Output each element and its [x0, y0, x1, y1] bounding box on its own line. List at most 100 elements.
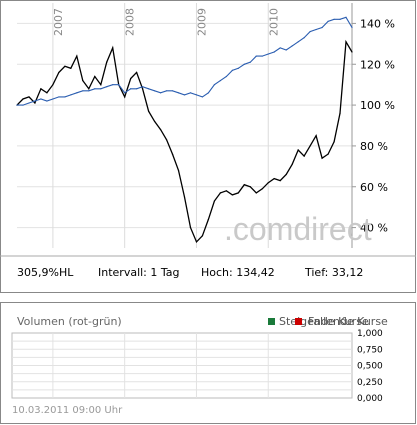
benchmark-line-point	[159, 92, 162, 94]
stock-line-point	[195, 241, 198, 243]
benchmark-line-point	[82, 90, 84, 92]
stock-line-point	[315, 135, 317, 137]
stock-line-point	[291, 163, 293, 165]
benchmark-line-point	[297, 41, 299, 43]
benchmark-line-point	[70, 94, 72, 96]
info-high: Hoch: 134,42	[201, 266, 275, 279]
stock-line-point	[351, 51, 353, 53]
volume-grid	[11, 332, 353, 399]
stock-line-point	[82, 79, 84, 82]
benchmark-line-point	[189, 92, 192, 94]
benchmark-line-point	[112, 84, 114, 86]
stock-line-point	[148, 110, 150, 112]
benchmark-line-point	[225, 75, 227, 78]
stock-line-point	[249, 186, 251, 188]
benchmark-line-point	[201, 96, 204, 98]
benchmark-line-point	[94, 88, 96, 90]
year-label: 2009	[195, 8, 208, 36]
y-tick-label: 80 %	[360, 140, 388, 153]
stock-line-point	[219, 192, 221, 194]
benchmark-line-point	[261, 55, 263, 57]
benchmark-line-point	[309, 30, 311, 33]
benchmark-line-point	[315, 28, 317, 31]
benchmark-line-point	[177, 92, 180, 94]
y-tick-label: 60 %	[360, 181, 388, 194]
benchmark-line-point	[88, 90, 90, 92]
benchmark-line-point	[243, 63, 245, 65]
stock-line-point	[46, 92, 48, 94]
benchmark-line-point	[255, 55, 257, 57]
benchmark-line-point	[237, 67, 239, 69]
stock-line-point	[267, 182, 269, 184]
stock-line-point	[159, 128, 162, 131]
benchmark-line-point	[118, 84, 120, 86]
benchmark-line-point	[165, 90, 168, 92]
stock-line-point	[189, 226, 192, 229]
benchmark-line-point	[124, 92, 126, 94]
stock-line-point	[28, 96, 30, 98]
stock-line-point	[153, 120, 156, 123]
stock-line-point	[285, 173, 287, 176]
stock-line-point	[183, 196, 186, 198]
volume-y-tick-label: 0,750	[357, 345, 383, 355]
stock-line-point	[225, 190, 227, 192]
stock-line-point	[255, 192, 257, 194]
benchmark-line-point	[213, 84, 216, 86]
y-tick-label: 120 %	[360, 58, 395, 71]
stock-line-point	[339, 112, 341, 114]
benchmark-line-point	[267, 53, 269, 55]
stock-line-point	[64, 65, 66, 67]
benchmark-line-point	[16, 104, 18, 106]
benchmark-line-point	[46, 100, 48, 102]
volume-y-axis: 1,000 0,750 0,500 0,250 0,000	[357, 329, 383, 404]
stock-line-point	[231, 194, 233, 196]
benchmark-line-point	[28, 102, 30, 104]
benchmark-line-point	[249, 61, 251, 63]
stock-line-point	[52, 84, 54, 86]
benchmark-line-point	[339, 18, 341, 20]
price-y-axis: 140 % 120 % 100 % 80 % 60 % 40 %	[352, 17, 395, 235]
volume-title: Volumen (rot-grün)	[17, 315, 122, 328]
volume-panel-frame	[0, 302, 416, 424]
stock-line-point	[333, 141, 335, 143]
stock-line-point	[321, 157, 323, 159]
watermark: .comdirect	[224, 211, 372, 247]
stock-line-point	[303, 155, 305, 157]
stock-line-point	[112, 47, 114, 49]
benchmark-line-point	[58, 96, 60, 98]
stock-line-point	[207, 218, 210, 221]
stock-line-point	[34, 102, 36, 104]
legend-falling-swatch	[295, 318, 302, 325]
stock-line-point	[130, 77, 132, 80]
stock-line-point	[273, 177, 275, 180]
benchmark-line-point	[291, 45, 293, 47]
stock-line-point	[201, 235, 204, 237]
year-label: 2007	[52, 8, 65, 36]
benchmark-line-point	[130, 88, 132, 90]
y-tick-label: 40 %	[360, 222, 388, 235]
benchmark-line-point	[321, 26, 323, 29]
benchmark-line-point	[136, 88, 138, 90]
stock-line-point	[297, 149, 299, 151]
info-low: Tief: 33,12	[304, 266, 363, 279]
stock-line-point	[106, 61, 108, 63]
stock-line-point	[40, 88, 42, 90]
stock-line-point	[142, 88, 144, 90]
benchmark-line-point	[106, 86, 108, 88]
benchmark-line-point	[333, 18, 335, 20]
benchmark-line-point	[303, 37, 305, 39]
year-axis: 2007 2008 2009 2010	[52, 8, 280, 36]
stock-line-point	[124, 96, 126, 98]
benchmark-line-point	[345, 16, 347, 18]
benchmark-line-point	[52, 98, 54, 100]
benchmark-line-point	[148, 88, 150, 90]
benchmark-line-point	[285, 49, 287, 51]
stock-line-point	[213, 200, 216, 202]
benchmark-line-point	[76, 92, 78, 94]
volume-y-tick-label: 0,000	[357, 394, 383, 404]
benchmark-line-point	[231, 69, 233, 71]
stock-line-point	[261, 188, 263, 190]
stock-line-point	[70, 67, 72, 69]
stock-line-point	[237, 192, 239, 194]
info-name: 305,9%HL	[17, 266, 74, 279]
